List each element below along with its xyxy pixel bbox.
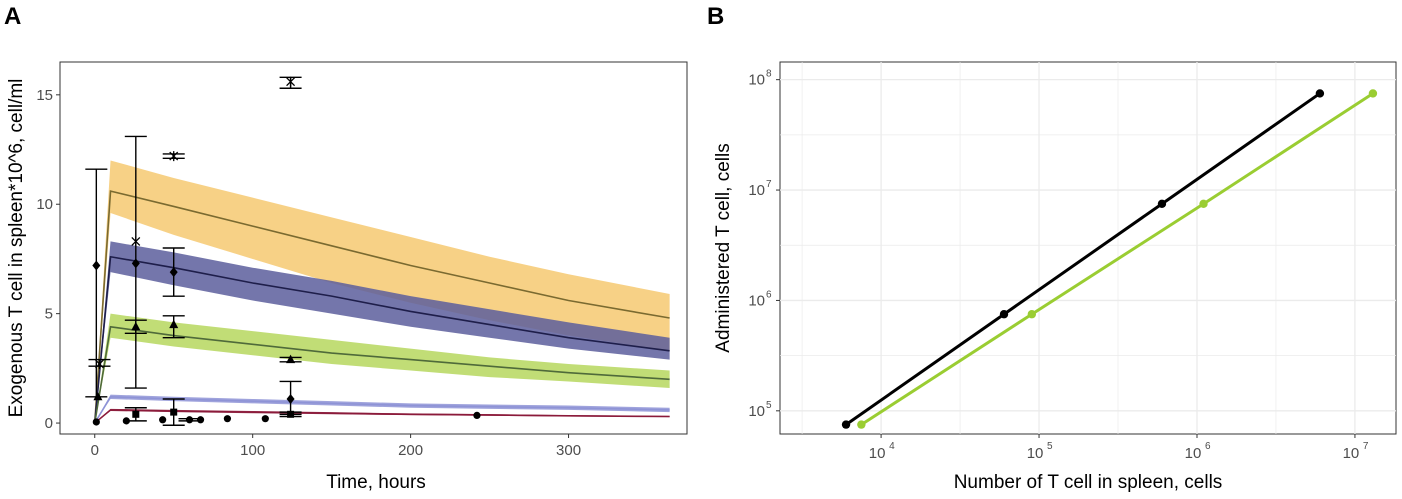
panel-a-x-axis-title: Time, hours: [326, 472, 426, 493]
curve-low: [93, 325, 670, 424]
point-circle-16: [122, 417, 130, 425]
panel-b-x-ticks: 10 4 10 5 10 6 10 7: [869, 434, 1369, 462]
panel-a-y-ticks: 0 5 10 15: [36, 87, 60, 432]
point-circle-18: [185, 416, 194, 424]
point-triangle-10: [169, 319, 179, 329]
point-circle-22: [473, 411, 481, 419]
band-low: [94, 313, 670, 424]
point-diamond-6: [169, 267, 178, 278]
panel-b-x-axis-title: Number of T cell in spleen, cells: [954, 472, 1223, 493]
point-triangle-8: [93, 391, 103, 401]
y-tick-label-0: 0: [45, 415, 53, 432]
y-tick-label-5: 10: [748, 403, 765, 420]
point-circle-21: [261, 415, 269, 423]
panel-a-y-axis-title: Exogenous T cell in spleen*10^6, cell/ml: [6, 79, 27, 418]
y-tick-label-10: 10: [36, 196, 53, 213]
series-line-black: [845, 92, 1321, 426]
y-tick-exp-8: 8: [766, 69, 772, 80]
x-tick-label-200: 200: [398, 442, 423, 459]
point-diamond-4: [92, 260, 101, 271]
panel-a-label: A: [4, 3, 21, 30]
y-tick-exp-6: 6: [766, 289, 772, 300]
point-triangle-11: [286, 354, 296, 364]
point-diamond-7: [286, 393, 295, 404]
series-point-black-2: [1157, 199, 1167, 209]
series-point-green-1: [1027, 310, 1037, 319]
y-tick-exp-7: 7: [766, 179, 772, 190]
point-circle-20: [223, 415, 232, 423]
point-circle-19: [196, 416, 205, 424]
point-diamond-5: [131, 258, 140, 269]
point-triangle-9: [131, 321, 141, 331]
x-tick-label-6: 10: [1185, 445, 1202, 462]
x-tick-exp-6: 6: [1205, 441, 1211, 452]
series-point-black-1: [999, 310, 1009, 319]
y-tick-exp-5: 5: [766, 400, 772, 411]
panel-b-label: B: [707, 3, 724, 30]
x-tick-exp-4: 4: [889, 441, 895, 452]
panel-b-lines: [841, 89, 1378, 429]
x-tick-label-300: 300: [556, 442, 581, 459]
panel-a-points: [85, 76, 481, 426]
series-line-green: [860, 92, 1374, 426]
curve-high: [93, 190, 670, 424]
point-square-14: [287, 410, 295, 418]
y-tick-label-7: 10: [748, 182, 765, 199]
x-tick-label-5: 10: [1027, 445, 1044, 462]
curve-lower1: [94, 395, 670, 424]
point-star-2: [169, 151, 179, 162]
point-square-13: [170, 408, 178, 416]
point-circle-17: [159, 416, 167, 424]
series-point-green-2: [1199, 199, 1208, 209]
y-tick-label-5: 5: [45, 306, 53, 323]
panel-b-y-axis-title: Administered T cell, cells: [713, 143, 734, 352]
panel-a-x-ticks: 0 100 200 300: [91, 434, 581, 459]
x-tick-label-4: 10: [869, 445, 886, 462]
band-lower1: [94, 394, 670, 424]
y-tick-label-6: 10: [748, 292, 765, 309]
panel-a-lines: [93, 190, 670, 424]
x-tick-exp-7: 7: [1363, 441, 1369, 452]
point-circle-15: [92, 418, 100, 426]
panel-b-frame: [779, 61, 1397, 435]
x-tick-exp-5: 5: [1047, 441, 1053, 452]
curve-mid: [93, 255, 670, 424]
y-tick-label-8: 10: [748, 72, 765, 89]
y-tick-label-15: 15: [36, 87, 53, 104]
band-mid: [94, 241, 670, 424]
panel-a: A 0 100 200 300 0 5 10 15 Time, hours Exogenou…: [4, 3, 688, 493]
x-tick-label-7: 10: [1343, 445, 1360, 462]
series-point-black-3: [1315, 89, 1325, 98]
series-point-green-3: [1368, 89, 1378, 98]
point-star-3: [286, 76, 296, 87]
x-tick-label-0: 0: [91, 442, 99, 459]
series-point-black-0: [841, 420, 851, 429]
series-point-green-0: [857, 420, 866, 429]
curve-lower2: [94, 409, 670, 424]
x-tick-label-100: 100: [240, 442, 265, 459]
point-square-12: [132, 410, 140, 418]
